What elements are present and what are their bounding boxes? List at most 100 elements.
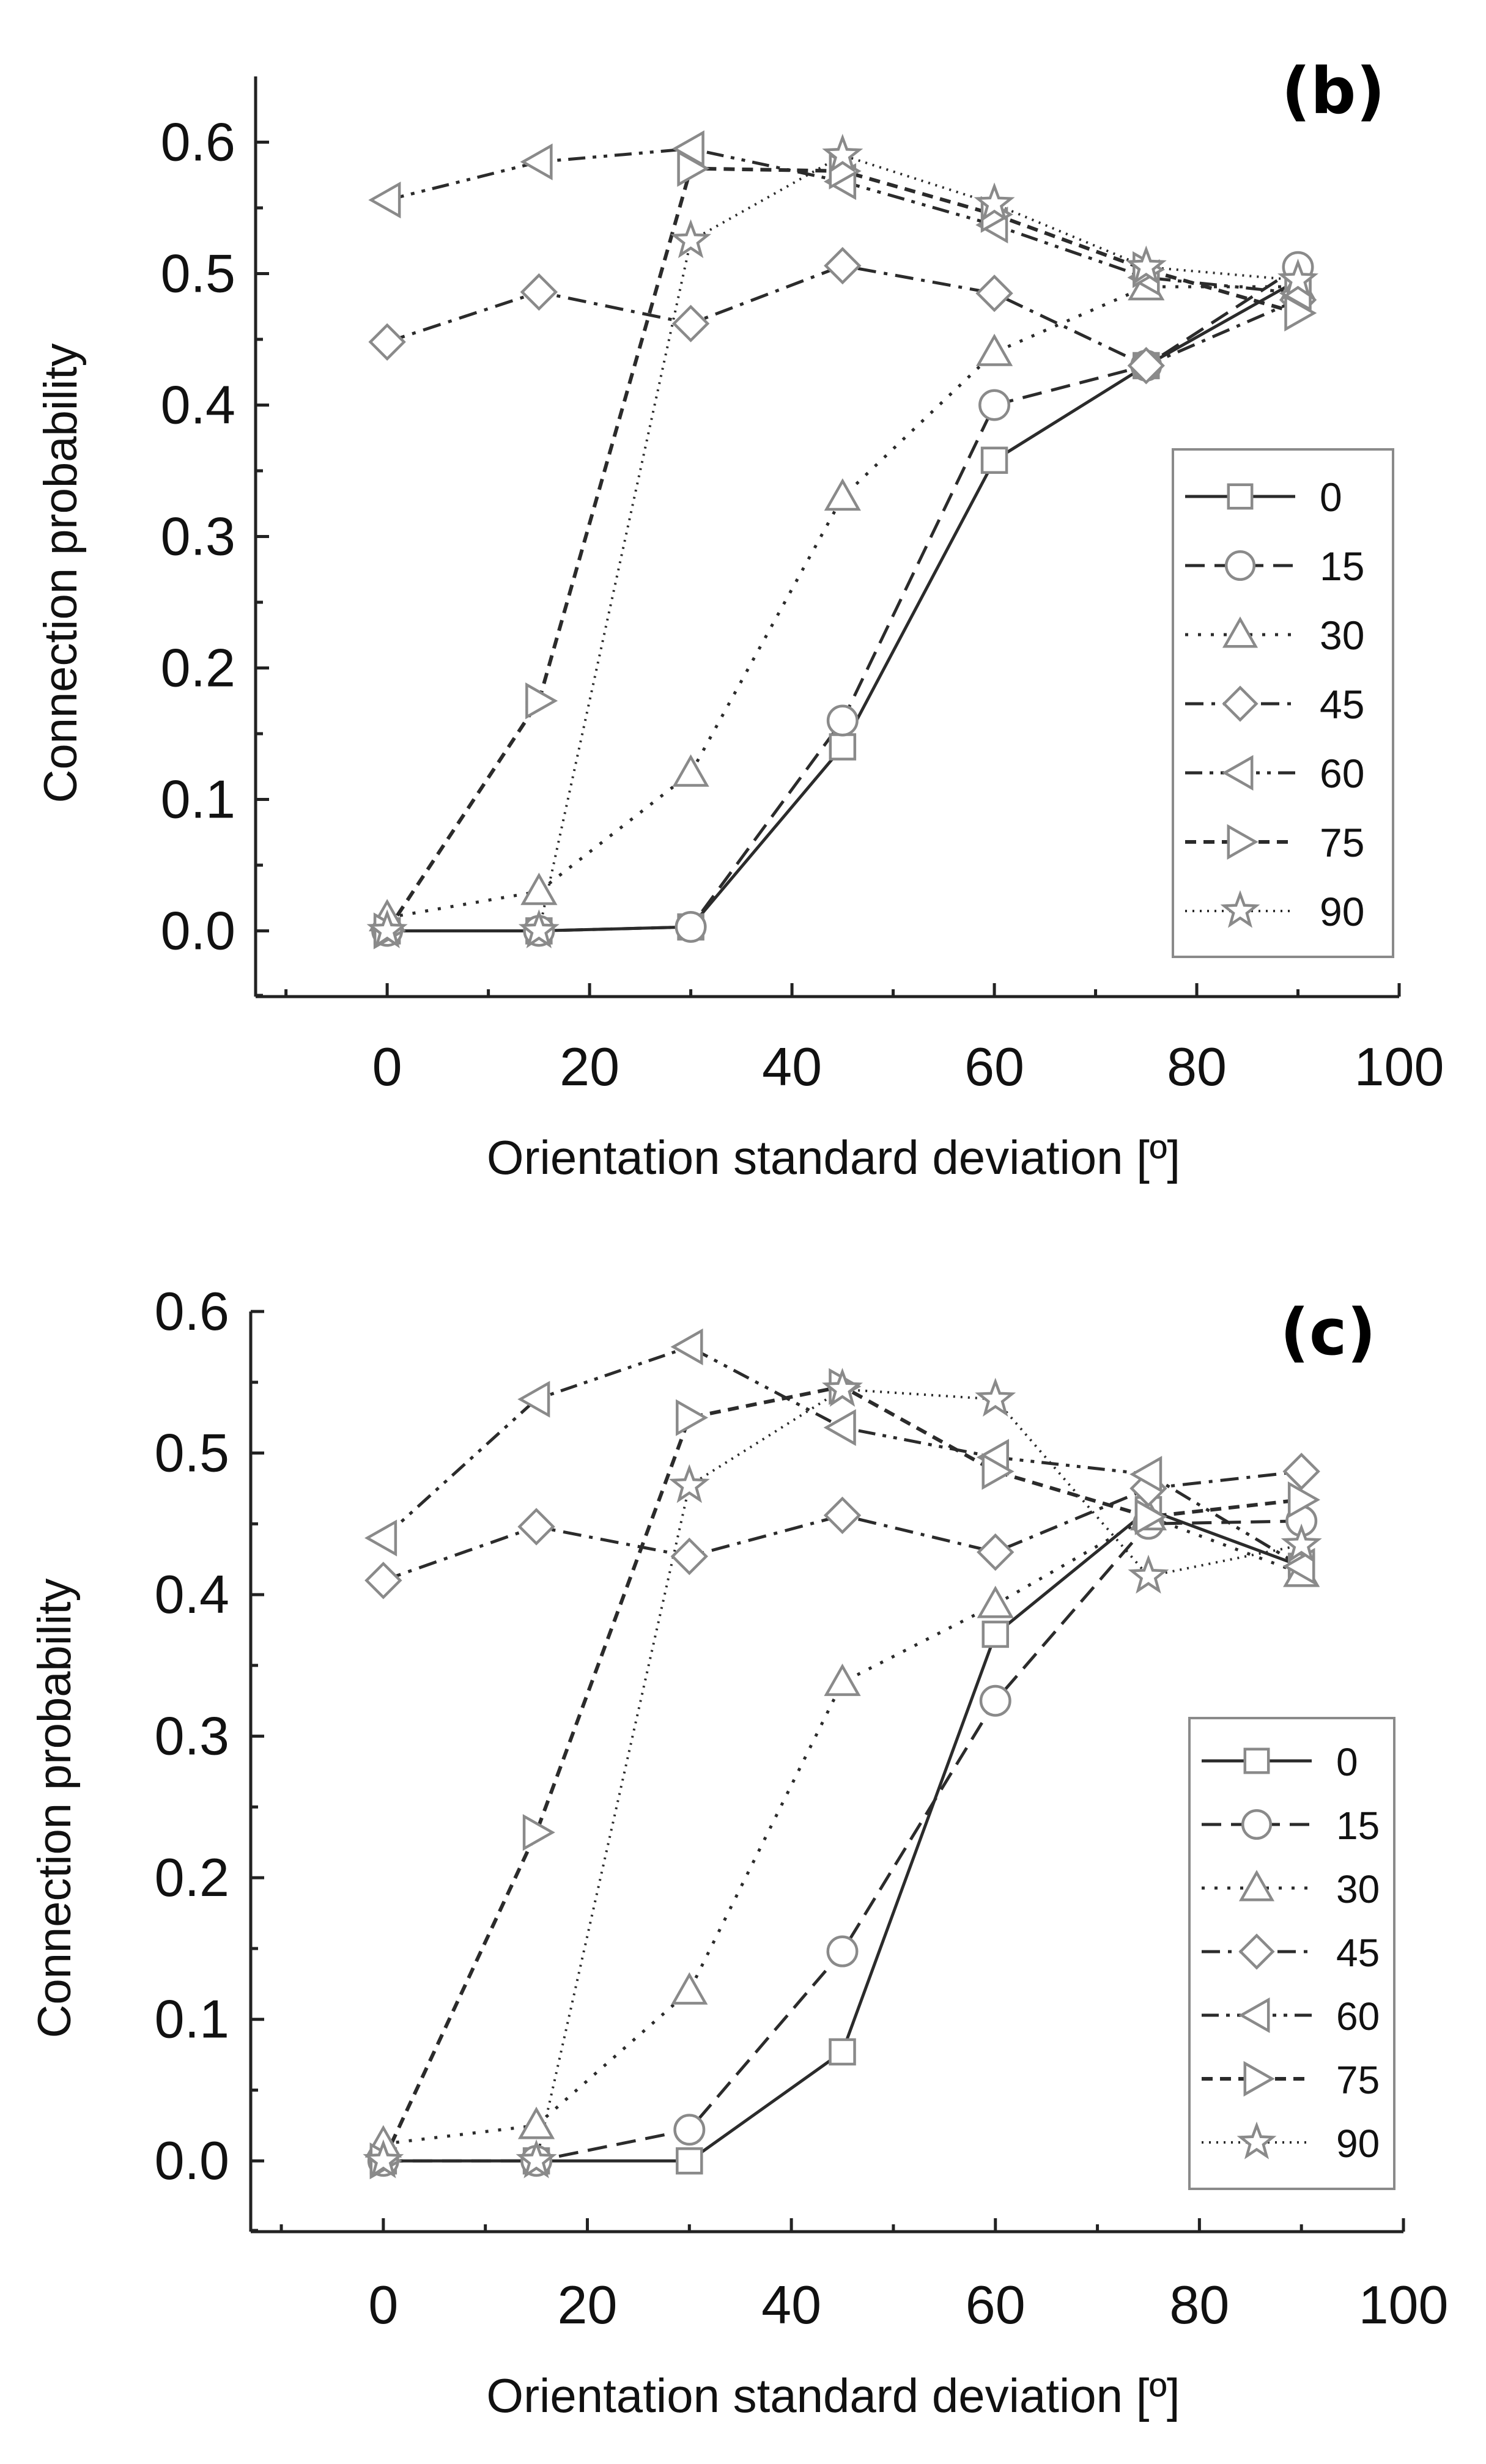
legend-marker-75 xyxy=(1243,2060,1275,2097)
data-point-15-30 xyxy=(673,2114,706,2146)
x-tick-label: 100 xyxy=(1355,1036,1444,1097)
data-point-60-90 xyxy=(1282,1547,1315,1585)
legend-label: 60 xyxy=(1336,1994,1380,2038)
data-point-30-45 xyxy=(824,1663,861,1696)
data-point-75-15 xyxy=(522,1813,555,1851)
y-tick-label: 0.5 xyxy=(161,243,235,304)
data-point-75-75 xyxy=(1134,1498,1167,1535)
data-point-45-30 xyxy=(670,1537,708,1576)
legend-label: 0 xyxy=(1336,1740,1358,1784)
x-tick-label: 40 xyxy=(761,2274,821,2335)
legend-box xyxy=(1172,448,1394,958)
y-tick-label: 0.3 xyxy=(161,506,235,567)
data-point-90-60 xyxy=(975,1378,1016,1417)
legend-marker-60 xyxy=(1222,754,1254,791)
y-tick-label: 0.2 xyxy=(161,638,235,698)
data-point-60-0 xyxy=(368,181,401,219)
data-point-90-75 xyxy=(1125,245,1167,285)
data-point-60-15 xyxy=(520,143,553,180)
panel-label: (c) xyxy=(1280,1295,1376,1370)
data-point-75-30 xyxy=(676,1399,709,1436)
y-tick-label: 0.6 xyxy=(161,112,235,172)
data-point-0-60 xyxy=(981,1620,1009,1648)
data-point-90-75 xyxy=(1128,1554,1169,1594)
chart-panel-1: 0.0 0.1 0.2 0.3 0.4 0.5 0.6 0 20 40 60 80 100 Orienta… xyxy=(35,54,1444,1184)
legend-label: 45 xyxy=(1320,682,1364,727)
data-point-90-30 xyxy=(668,1464,710,1503)
y-tick-label: 0.1 xyxy=(161,769,235,830)
data-point-15-30 xyxy=(675,911,707,943)
data-point-0-45 xyxy=(829,2038,856,2066)
legend-label: 90 xyxy=(1336,2122,1380,2166)
data-point-90-30 xyxy=(670,219,712,259)
series-line-30 xyxy=(386,285,1298,920)
data-point-90-45 xyxy=(822,133,863,173)
legend-label: 75 xyxy=(1336,2058,1380,2102)
data-point-15-60 xyxy=(979,1684,1011,1717)
data-point-30-60 xyxy=(975,333,1013,366)
data-point-75-15 xyxy=(525,682,558,720)
legend-marker-60 xyxy=(1238,1997,1270,2034)
legend-label: 45 xyxy=(1336,1931,1380,1975)
data-point-45-90 xyxy=(1282,1452,1320,1491)
legend-marker-15 xyxy=(1224,550,1256,581)
data-point-0-45 xyxy=(829,733,857,761)
x-tick-label: 80 xyxy=(1167,1036,1227,1097)
data-point-30-60 xyxy=(977,1585,1014,1618)
data-point-0-30 xyxy=(676,2147,703,2175)
legend-marker-90 xyxy=(1220,890,1260,928)
data-point-45-15 xyxy=(520,273,558,311)
x-tick-label: 40 xyxy=(762,1036,822,1097)
x-tick-label: 0 xyxy=(372,1036,402,1097)
y-tick-label: 0.6 xyxy=(155,1281,229,1341)
data-point-15-45 xyxy=(826,704,859,737)
legend-label: 30 xyxy=(1320,613,1364,658)
data-point-45-0 xyxy=(368,323,406,361)
data-point-30-15 xyxy=(520,872,558,906)
data-point-90-45 xyxy=(822,1368,863,1407)
data-point-60-45 xyxy=(823,1409,856,1446)
series-line-0 xyxy=(387,279,1299,932)
data-point-30-45 xyxy=(824,478,861,511)
legend-marker-30 xyxy=(1222,616,1259,648)
legend-label: 30 xyxy=(1336,1867,1380,1911)
x-tick-label: 100 xyxy=(1359,2274,1449,2335)
legend-marker-75 xyxy=(1227,824,1259,860)
data-point-90-0 xyxy=(363,2139,404,2178)
data-point-45-45 xyxy=(823,1496,862,1535)
panel-label: (b) xyxy=(1281,54,1385,128)
data-point-60-30 xyxy=(670,1328,703,1365)
legend-marker-45 xyxy=(1222,685,1259,722)
data-point-90-15 xyxy=(518,909,560,948)
data-point-45-0 xyxy=(364,1562,402,1599)
x-axis-label: Orientation standard deviation [º] xyxy=(487,1131,1180,1184)
data-point-30-15 xyxy=(517,2106,555,2139)
x-tick-label: 20 xyxy=(560,1036,619,1097)
y-tick-label: 0.5 xyxy=(155,1423,229,1483)
legend-marker-0 xyxy=(1243,1747,1270,1774)
y-tick-label: 0.0 xyxy=(161,901,235,961)
x-tick-label: 80 xyxy=(1169,2274,1229,2335)
data-point-60-75 xyxy=(1129,1456,1163,1493)
legend-label: 15 xyxy=(1336,1804,1380,1848)
data-point-90-90 xyxy=(1281,1523,1322,1563)
data-point-90-60 xyxy=(974,182,1015,222)
y-tick-label: 0.1 xyxy=(155,1989,229,2049)
y-tick-label: 0.4 xyxy=(155,1564,229,1625)
x-tick-label: 60 xyxy=(964,1036,1024,1097)
legend-marker-90 xyxy=(1236,2121,1277,2160)
data-point-60-0 xyxy=(364,1519,397,1557)
data-point-90-15 xyxy=(516,2139,557,2178)
data-point-30-30 xyxy=(672,754,709,787)
y-axis-label: Connection probability xyxy=(35,343,87,803)
data-point-45-60 xyxy=(975,275,1013,312)
x-tick-label: 20 xyxy=(558,2274,618,2335)
data-point-75-60 xyxy=(981,1453,1015,1490)
data-point-45-60 xyxy=(977,1533,1015,1571)
legend-marker-15 xyxy=(1241,1809,1273,1840)
y-tick-label: 0.4 xyxy=(161,375,235,435)
data-point-60-15 xyxy=(517,1381,550,1418)
y-axis-label: Connection probability xyxy=(29,1578,81,2038)
data-point-45-30 xyxy=(671,304,710,342)
